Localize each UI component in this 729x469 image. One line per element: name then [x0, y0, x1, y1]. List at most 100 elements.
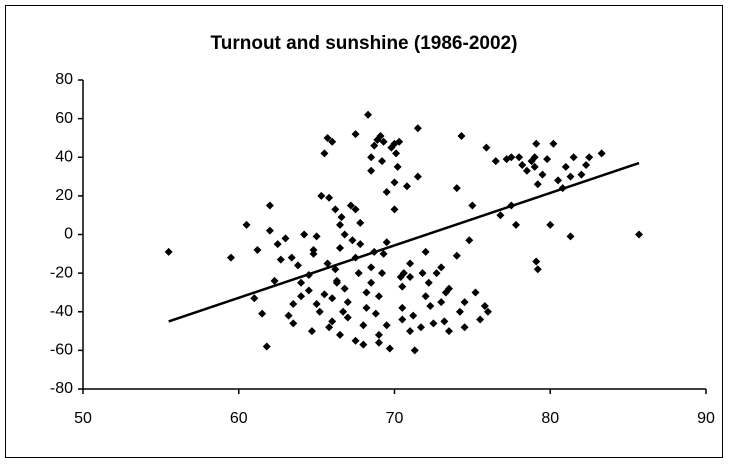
point [410, 346, 419, 355]
point [304, 286, 313, 295]
point [437, 298, 446, 307]
point [532, 257, 541, 266]
point [530, 162, 539, 171]
point [284, 311, 293, 320]
point [315, 307, 324, 316]
y-tick-label: -40 [50, 303, 73, 320]
point [242, 220, 251, 229]
point [421, 247, 430, 256]
point [300, 230, 309, 239]
point [376, 132, 385, 141]
point [297, 292, 306, 301]
point [507, 153, 516, 162]
point [379, 137, 388, 146]
point [390, 205, 399, 214]
point [398, 282, 407, 291]
point [569, 153, 578, 162]
point [226, 253, 235, 262]
y-tick-label: 80 [55, 71, 73, 88]
point [297, 278, 306, 287]
point [518, 160, 527, 169]
point [455, 307, 464, 316]
point [258, 309, 267, 318]
point [320, 290, 329, 299]
point [566, 232, 575, 241]
point [402, 182, 411, 191]
point [396, 272, 405, 281]
point [276, 255, 285, 264]
point [362, 288, 371, 297]
point [471, 288, 480, 297]
point [379, 249, 388, 258]
point [367, 166, 376, 175]
point [511, 220, 520, 229]
point [421, 292, 430, 301]
point [312, 300, 321, 309]
point [390, 178, 399, 187]
point [406, 259, 415, 268]
point [370, 141, 379, 150]
point [262, 342, 271, 351]
point [346, 201, 355, 210]
point [491, 157, 500, 166]
point [367, 278, 376, 287]
point [413, 124, 422, 133]
point [457, 132, 466, 141]
point [378, 157, 387, 166]
point [250, 294, 259, 303]
point [460, 323, 469, 332]
point [533, 265, 542, 274]
point [482, 143, 491, 152]
point [393, 162, 402, 171]
point [440, 317, 449, 326]
point [331, 205, 340, 214]
point [496, 211, 505, 220]
point [382, 188, 391, 197]
x-tick-label: 90 [697, 410, 715, 427]
x-tick-label: 50 [74, 410, 92, 427]
point [332, 278, 341, 287]
point [289, 300, 298, 309]
point [364, 110, 373, 119]
y-tick-label: -60 [50, 342, 73, 359]
point [582, 160, 591, 169]
point [323, 133, 332, 142]
point [354, 269, 363, 278]
point [281, 234, 290, 243]
point [465, 236, 474, 245]
point [418, 269, 427, 278]
point [543, 155, 552, 164]
point [406, 327, 415, 336]
point [522, 166, 531, 175]
point [367, 263, 376, 272]
point [635, 230, 644, 239]
point [273, 240, 282, 249]
point [392, 149, 401, 158]
point [577, 170, 586, 179]
point [317, 191, 326, 200]
point [351, 336, 360, 345]
point [312, 232, 321, 241]
point [382, 321, 391, 330]
point [309, 245, 318, 254]
point [533, 180, 542, 189]
point [378, 269, 387, 278]
point [530, 153, 539, 162]
point [452, 184, 461, 193]
point [287, 253, 296, 262]
point [374, 338, 383, 347]
chart-frame [5, 5, 723, 458]
point [409, 311, 418, 320]
x-tick-label: 80 [541, 410, 559, 427]
point [351, 130, 360, 139]
point [328, 294, 337, 303]
point [416, 323, 425, 332]
point [426, 301, 435, 310]
y-tick-label: -20 [50, 264, 73, 281]
point [432, 269, 441, 278]
point [385, 344, 394, 353]
point [374, 292, 383, 301]
point [549, 139, 558, 148]
point [468, 201, 477, 210]
